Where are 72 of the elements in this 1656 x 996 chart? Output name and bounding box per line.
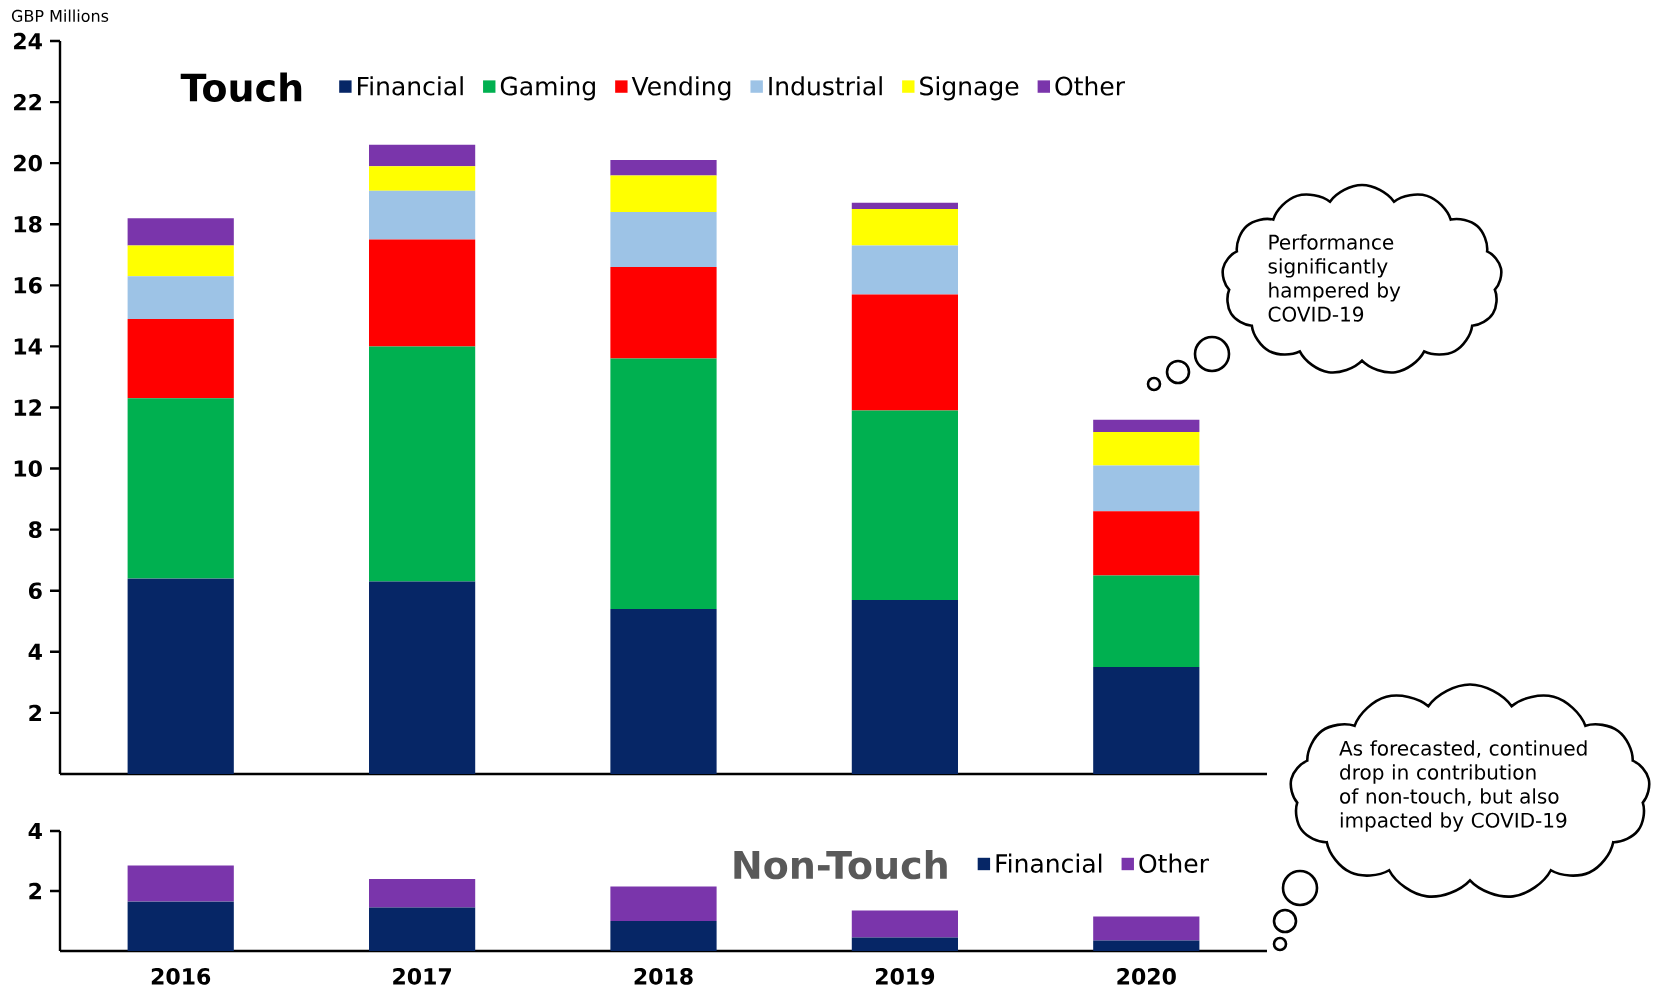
bar (369, 239, 476, 347)
y-tick-label: 2 (29, 704, 42, 722)
bar (127, 398, 234, 579)
bar (610, 920, 717, 951)
bar (1093, 431, 1200, 466)
legend-label: Other (1139, 853, 1209, 873)
bar (610, 609, 717, 774)
bar (851, 599, 958, 774)
y-tick-label: 16 (14, 277, 42, 294)
legend-label: Vending (631, 76, 731, 101)
bar (1093, 575, 1200, 668)
bar (127, 901, 234, 951)
bar (369, 907, 476, 951)
x-tick-label: 2020 (1117, 968, 1176, 985)
y-tick-label: 22 (14, 93, 42, 111)
text: Performance significantly hampered by COVID-19 (1268, 234, 1401, 322)
bar (127, 276, 234, 319)
legend-label: Other (1055, 76, 1125, 96)
y-tick-label: 8 (28, 521, 42, 538)
bar (610, 212, 717, 267)
bar (127, 245, 234, 277)
bar (610, 358, 717, 610)
bar (851, 937, 958, 951)
bar (851, 208, 958, 246)
bar (851, 410, 958, 600)
bar (369, 144, 476, 167)
bar (127, 318, 234, 399)
legend-label: Industrial (769, 76, 882, 96)
bar (1093, 940, 1200, 951)
bar (610, 267, 717, 359)
bar (369, 190, 476, 240)
x-tick-label: 2018 (634, 968, 693, 985)
y-tick-label: 4 (28, 643, 42, 660)
bar (610, 886, 717, 921)
bar (127, 865, 234, 902)
legend-label: Signage (920, 76, 1019, 101)
bar (369, 346, 476, 582)
bar (851, 245, 958, 295)
bar (1093, 667, 1200, 774)
x-tick-label: 2019 (876, 968, 935, 985)
chart-title: Non-Touch (734, 849, 947, 880)
x-tick-label: 2016 (151, 968, 211, 985)
y-tick-label: 24 (14, 32, 42, 50)
bar (1093, 916, 1200, 941)
bar (610, 175, 717, 213)
bar (369, 878, 476, 908)
bar (127, 218, 234, 246)
bar (851, 202, 958, 209)
bar (851, 294, 958, 411)
y-tick-label: 10 (14, 460, 42, 477)
text: As forecasted, continued drop in contribution of non-touch, but also impacted by COVID-19 (1339, 740, 1587, 832)
bar (1093, 465, 1200, 512)
bar (127, 578, 234, 774)
bar (369, 166, 476, 191)
y-tick-label: 20 (14, 154, 42, 172)
y-tick-label: 14 (14, 338, 42, 355)
bar (851, 910, 958, 938)
bar (1093, 419, 1200, 432)
y-tick-label: 4 (28, 822, 42, 840)
x-tick-label: 2017 (393, 968, 451, 985)
y-axis-title: GBP Millions (11, 9, 109, 22)
y-tick-label: 12 (14, 399, 42, 416)
bar (369, 581, 476, 774)
legend-label: Financial (358, 76, 463, 96)
y-tick-label: 18 (14, 215, 42, 233)
bar (1093, 511, 1200, 576)
text: Touch (180, 72, 302, 102)
y-tick-label: 2 (29, 882, 42, 900)
y-tick-label: 6 (28, 582, 42, 600)
legend-label: Gaming (500, 76, 595, 101)
bar (610, 160, 717, 176)
legend-label: Financial (996, 853, 1102, 873)
